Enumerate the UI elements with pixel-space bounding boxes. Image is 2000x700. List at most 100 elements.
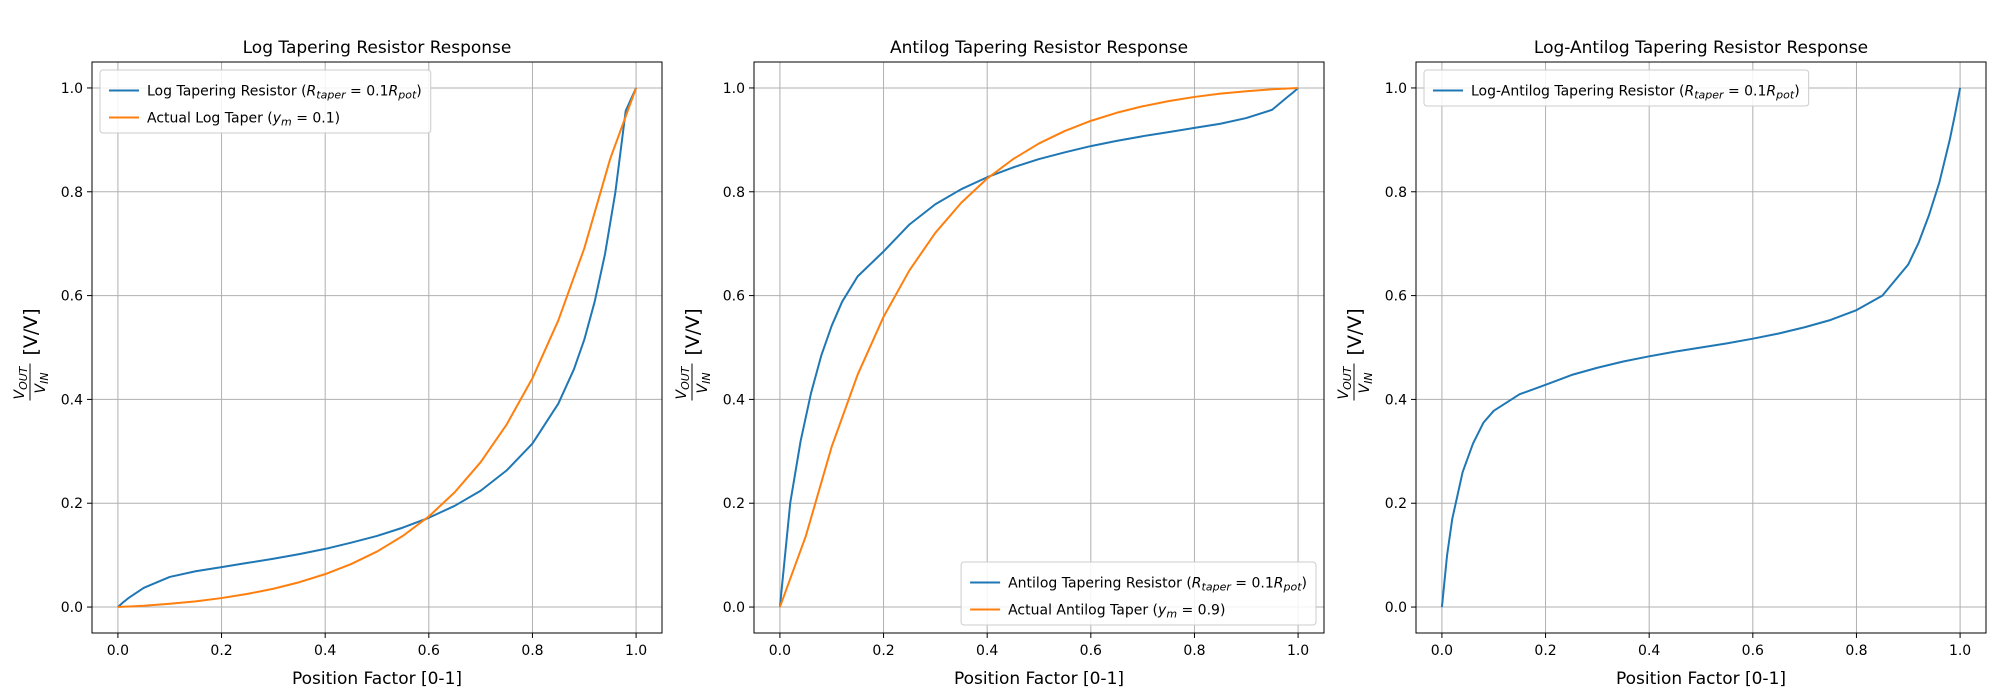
legend-text-pre: Actual Log Taper (	[147, 111, 273, 127]
y-label-num-sub: OUT	[679, 365, 692, 390]
legend-text-post: )	[1302, 576, 1307, 592]
legend-text-post: )	[1794, 84, 1799, 100]
x-tick-label: 0.0	[769, 643, 791, 659]
y-tick-label: 0.0	[61, 600, 83, 616]
legend-text-pre: Antilog Tapering Resistor (	[1008, 576, 1192, 592]
x-tick-label: 0.2	[210, 643, 232, 659]
x-tick-label: 1.0	[625, 643, 647, 659]
y-tick-label: 0.4	[723, 392, 745, 408]
legend-label-1: Log Tapering Resistor (Rtaper = 0.1Rpot)	[147, 84, 422, 102]
plot-frame	[91, 61, 663, 634]
y-label-den-v: V	[695, 383, 711, 394]
legend-math-var: R	[307, 84, 317, 100]
y-tick-label: 0.4	[61, 392, 83, 408]
legend-text-mid: = 0.1	[292, 111, 335, 127]
legend-math-sub-2: pot	[1283, 581, 1303, 594]
y-axis-label: VOUT V IN [V/V]	[1336, 308, 1375, 401]
y-axis-label: VOUT VIN[V/V]	[674, 308, 713, 401]
x-tick-label: 0.2	[872, 643, 894, 659]
legend-math-sub-2: pot	[397, 89, 417, 102]
x-tick-label: 1.0	[1287, 643, 1309, 659]
x-tick-label: 0.2	[1534, 643, 1556, 659]
legend-math-var: y	[1157, 603, 1167, 619]
chart-title: Log-Antilog Tapering Resistor Response	[1534, 38, 1868, 58]
y-tick-label: 1.0	[1385, 81, 1407, 97]
x-axis-label: Position Factor [0-1]	[1616, 669, 1786, 689]
y-label-numerator: VOUT	[1336, 365, 1354, 399]
y-label-num-v: V	[12, 389, 28, 400]
y-label-den-sub: IN	[38, 372, 51, 383]
x-tick-label: 0.4	[1638, 643, 1660, 659]
legend-math-var: y	[272, 111, 282, 127]
y-tick-label: 0.8	[1385, 185, 1407, 201]
plot-frame	[753, 61, 1325, 634]
y-tick-label: 0.2	[61, 496, 83, 512]
legend-math-sub: m	[1166, 608, 1177, 621]
legend-text-mid: = 0.1	[1724, 84, 1767, 100]
series-line-1	[117, 87, 638, 608]
x-tick-label: 0.4	[976, 643, 998, 659]
y-tick-label: 0.4	[1385, 392, 1407, 408]
legend-math-sub: taper	[316, 89, 347, 102]
x-tick-label: 0.8	[521, 643, 543, 659]
y-tick-label: 0.6	[1385, 289, 1407, 305]
chart-panel-2: 0.0 0.2 0.4 0.6 0.8 1.0 0.0 0.2 0.4 0.6 0.8 1.0 Anti…	[674, 38, 1325, 689]
x-axis-label: Position Factor [0-1]	[292, 669, 462, 689]
y-axis-label: VOUT VIN[V/V]	[12, 308, 51, 401]
series-line-2	[117, 87, 638, 609]
y-tick-label: 0.6	[723, 289, 745, 305]
y-label-unit: [V/V]	[1344, 308, 1366, 355]
x-tick-label: 0.8	[1845, 643, 1867, 659]
legend-text-mid: = 0.1	[1231, 576, 1274, 592]
legend: Log-Antilog Tapering Resistor ( Rtaper = …	[1423, 69, 1810, 107]
legend-math-var-2: R	[1274, 576, 1284, 592]
y-label-den-v: V	[33, 383, 49, 394]
y-label-numerator: VOUT	[12, 365, 30, 399]
legend-math-sub: taper	[1694, 89, 1725, 102]
y-tick-label: 0.8	[723, 185, 745, 201]
y-tick-label: 1.0	[61, 81, 83, 97]
chart-title: Log Tapering Resistor Response	[243, 38, 512, 58]
legend-label-1: Antilog Tapering Resistor (Rtaper = 0.1R…	[1008, 576, 1307, 594]
y-label-den-sub: IN	[1362, 372, 1375, 383]
legend-math-var-2: R	[1766, 84, 1776, 100]
legend-text-post: )	[416, 84, 421, 100]
legend-box	[960, 561, 1317, 626]
legend-math-sub: m	[281, 116, 292, 129]
y-label-num-sub: OUT	[17, 365, 30, 390]
y-tick-label: 0.2	[1385, 496, 1407, 512]
y-tick-label: 1.0	[723, 81, 745, 97]
x-axis-label: Position Factor [0-1]	[954, 669, 1124, 689]
chart-panel-3: 0.0 0.2 0.4 0.6 0.8 1.0 0.0 0.2 0.4 0.6 0.8 1.0 Log-…	[1336, 38, 1987, 689]
x-tick-label: 0.0	[1431, 643, 1453, 659]
legend-text-pre: Log Tapering Resistor (	[147, 84, 307, 100]
legend-math-var-2: R	[389, 84, 399, 100]
legend-label-1: Log-Antilog Tapering Resistor ( Rtaper = …	[1471, 84, 1800, 102]
y-label-den-sub: IN	[700, 372, 713, 383]
chart-panel-1: 0.0 0.2 0.4 0.6 0.8 1.0 0.0 0.2 0.4 0.6 0.8 1.0 Log …	[12, 38, 663, 689]
x-tick-label: 0.8	[1183, 643, 1205, 659]
y-label-num-v: V	[674, 389, 690, 400]
legend-box	[1423, 69, 1810, 107]
legend-label-2: Actual Antilog Taper (ym = 0.9)	[1008, 603, 1225, 621]
chart-title: Antilog Tapering Resistor Response	[890, 38, 1188, 58]
x-tick-label: 0.6	[418, 643, 440, 659]
series-line-2	[778, 86, 1299, 608]
x-tick-label: 1.0	[1949, 643, 1971, 659]
y-tick-label: 0.6	[61, 289, 83, 305]
y-label-numerator: VOUT	[674, 365, 692, 399]
plot-frame	[1415, 61, 1987, 634]
y-label-unit: [V/V]	[682, 308, 704, 355]
y-tick-label: 0.8	[61, 185, 83, 201]
legend-math-sub: taper	[1202, 581, 1233, 594]
legend-text-pre: Log-Antilog Tapering Resistor (	[1471, 84, 1684, 100]
legend: Log Tapering Resistor (Rtaper = 0.1Rpot)…	[99, 69, 432, 134]
x-tick-label: 0.6	[1742, 643, 1764, 659]
y-tick-label: 0.2	[723, 496, 745, 512]
series-line-1	[778, 87, 1299, 608]
y-label-num-v: V	[1336, 389, 1352, 400]
legend-math-var: R	[1192, 576, 1202, 592]
y-tick-label: 0.0	[1385, 600, 1407, 616]
y-tick-label: 0.0	[723, 600, 745, 616]
